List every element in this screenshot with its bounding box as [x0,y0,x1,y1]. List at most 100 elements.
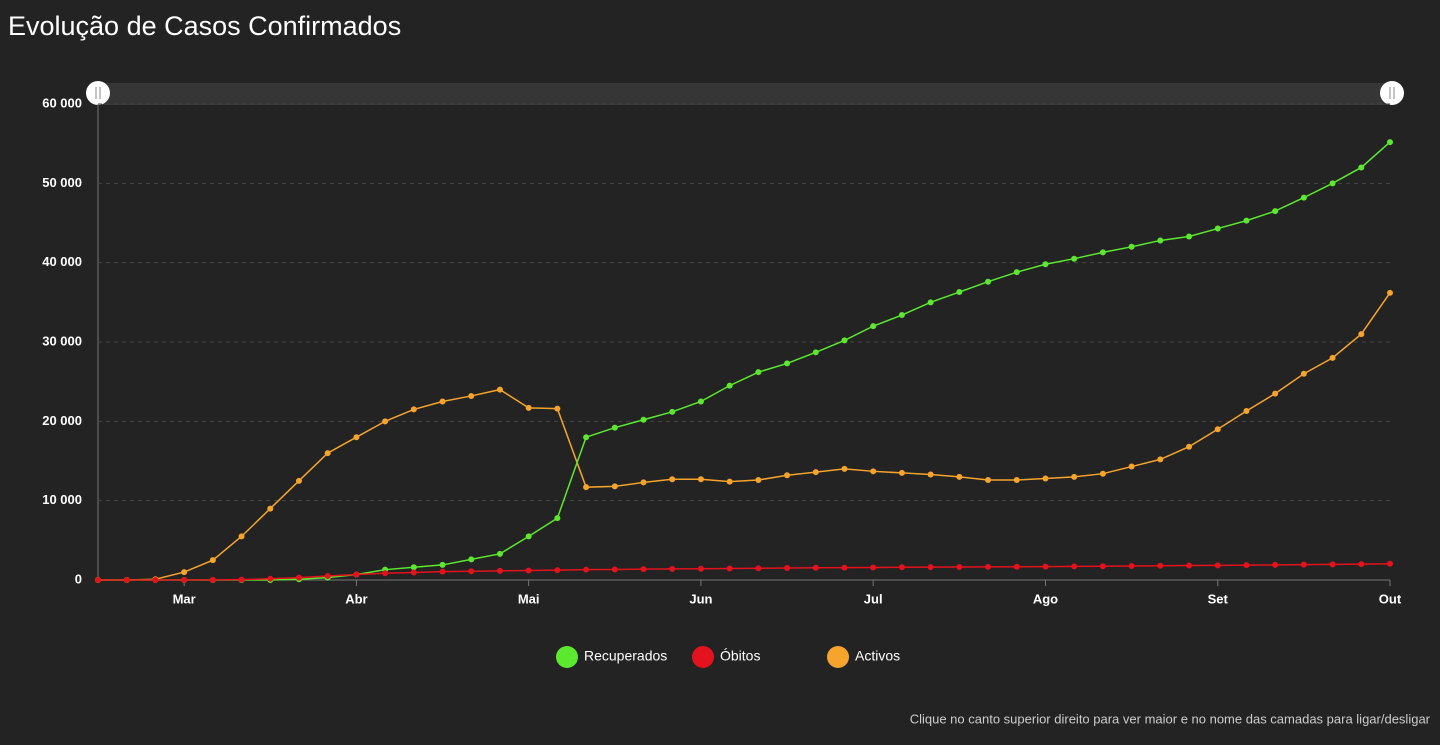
data-point [123,577,130,583]
data-point [1387,560,1393,567]
data-point [1013,477,1020,484]
data-point [496,567,503,574]
range-handle-left[interactable] [86,81,110,105]
data-point [1214,225,1221,232]
data-point [956,473,963,480]
series-line [98,141,1391,581]
data-point [669,476,676,483]
data-point [1099,470,1106,477]
data-point [1128,563,1135,570]
x-tick-label: Jul [864,591,883,606]
data-point [554,515,561,522]
data-point [410,564,417,571]
data-point [1243,562,1250,569]
data-point [927,564,934,571]
data-point [1071,473,1078,480]
data-point [267,575,274,582]
data-point [726,382,733,389]
data-point [152,577,159,583]
data-point [1157,456,1164,463]
y-tick-label: 40 000 [42,254,82,269]
data-point [784,360,791,367]
data-point [468,392,475,399]
data-point [1300,370,1307,377]
data-point [956,289,963,296]
data-point [1272,390,1279,397]
data-point [410,406,417,413]
y-tick-label: 20 000 [42,413,82,428]
legend-label[interactable]: Activos [855,648,900,664]
data-point [1013,563,1020,570]
data-point [870,323,877,330]
data-point [841,465,848,472]
data-point [295,574,302,581]
data-point [410,569,417,576]
data-point [1243,217,1250,224]
legend-label[interactable]: Óbitos [720,648,760,664]
chart-title: Evolução de Casos Confirmados [8,11,401,41]
range-handle-right[interactable] [1380,81,1404,105]
data-point [755,477,762,484]
data-point [439,398,446,405]
data-point [1071,563,1078,570]
data-point [1214,426,1221,433]
data-point [324,573,331,580]
data-point [956,563,963,570]
data-point [496,550,503,557]
legend-marker[interactable] [692,646,714,668]
series-line [98,562,1391,581]
data-point [525,533,532,540]
y-tick-label: 50 000 [42,175,82,190]
data-point [1387,289,1393,296]
y-tick-label: 30 000 [42,333,82,348]
data-point [238,533,245,540]
x-tick-label: Out [1379,591,1402,606]
data-point [784,472,791,479]
data-point [1300,194,1307,201]
data-point [870,564,877,571]
data-point [697,565,704,572]
data-point [353,571,360,578]
data-point [985,477,992,484]
data-point [1329,561,1336,568]
data-point [1358,561,1365,568]
data-point [209,576,216,583]
range-slider[interactable] [98,83,1392,105]
x-tick-label: Mai [518,591,540,606]
data-point [439,561,446,568]
legend-marker[interactable] [556,646,578,668]
data-point [554,567,561,574]
y-tick-label: 10 000 [42,492,82,507]
data-point [1186,562,1193,569]
data-point [1128,243,1135,250]
data-point [353,434,360,441]
data-point [583,566,590,573]
data-point [1272,561,1279,568]
data-point [870,468,877,475]
data-point [1387,139,1393,146]
data-point [1013,269,1020,276]
x-tick-label: Ago [1033,591,1058,606]
data-point [583,434,590,441]
data-point [496,386,503,393]
data-point [209,557,216,564]
data-point [697,398,704,405]
data-point [1214,562,1221,569]
data-point [1300,561,1307,568]
data-point [439,568,446,575]
data-point [812,349,819,356]
data-point [1042,563,1049,570]
data-point [238,576,245,583]
data-point [640,479,647,486]
x-tick-label: Set [1208,591,1229,606]
data-point [898,469,905,476]
data-point [181,569,188,576]
data-point [726,565,733,572]
legend-label[interactable]: Recuperados [584,648,667,664]
legend-marker[interactable] [827,646,849,668]
data-point [841,564,848,571]
data-point [1272,208,1279,215]
legend: Recuperados Óbitos Activos [556,646,900,668]
